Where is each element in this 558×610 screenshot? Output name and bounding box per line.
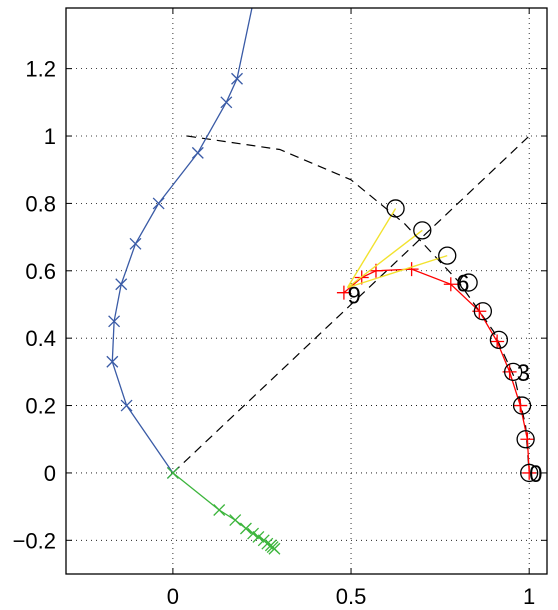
- green-trajectory-point: [268, 542, 281, 555]
- blue-trajectory-point: [106, 355, 119, 368]
- blue-trajectory-point: [108, 315, 121, 328]
- data-layer: 0 3 6 9: [106, 8, 543, 555]
- red-trajectory-point: [336, 285, 351, 300]
- dashed-arc-curve: [187, 135, 530, 473]
- x-axis-ticks: 0 0.5 1: [167, 8, 535, 609]
- point-annotation-label: 3: [517, 360, 530, 387]
- green-trajectory-point: [252, 530, 265, 543]
- y-tick-label: 0.8: [25, 191, 56, 216]
- green-trajectory-point: [261, 537, 274, 550]
- red-trajectory-line: [343, 268, 530, 473]
- blue-trajectory-point: [191, 146, 204, 159]
- blue-trajectory-point: [220, 96, 233, 109]
- circle-marker: [520, 463, 539, 483]
- yellow-connector-line: [347, 229, 423, 289]
- point-annotation-label: 0: [529, 461, 542, 488]
- blue-trajectory-point: [231, 72, 243, 85]
- circle-marker: [473, 302, 493, 321]
- circle-marker: [489, 330, 509, 350]
- x-tick-label: 0: [167, 584, 179, 609]
- y-tick-label: 0: [44, 461, 56, 486]
- circle-marker: [459, 273, 478, 292]
- circle-marker: [386, 199, 405, 218]
- y-tick-label: 0.6: [25, 259, 56, 284]
- blue-trajectory-line: [111, 8, 253, 474]
- green-trajectory-point: [229, 514, 242, 527]
- point-annotation-label: 9: [347, 282, 360, 309]
- circle-marker: [512, 396, 532, 415]
- x-tick-label: 0.5: [336, 584, 367, 609]
- red-trajectory-point: [443, 277, 458, 292]
- grid-lines: [66, 8, 547, 574]
- red-trajectory-point: [490, 334, 505, 349]
- point-annotation-label: 6: [456, 271, 469, 298]
- yellow-connector-line: [347, 254, 448, 289]
- red-trajectory-point: [520, 432, 535, 447]
- y-tick-label: 0.4: [25, 326, 56, 351]
- circle-marker: [504, 362, 523, 382]
- y-tick-label: 1: [44, 124, 56, 149]
- yellow-connector-line: [346, 208, 397, 288]
- plot-frame: [65, 7, 548, 575]
- diagonal-dashed-line: [172, 135, 530, 474]
- y-tick-label: −0.2: [13, 528, 56, 553]
- green-trajectory-point: [247, 527, 260, 540]
- green-trajectory-point: [239, 522, 252, 535]
- blue-trajectory-point: [120, 399, 133, 412]
- y-axis-ticks: −0.2 0 0.2 0.4 0.6 0.8 1 1.2: [13, 57, 547, 553]
- blue-trajectory-point: [152, 197, 165, 210]
- circle-marker: [413, 221, 432, 240]
- y-tick-label: 0.2: [25, 394, 56, 419]
- blue-trajectory-point: [115, 278, 128, 291]
- red-trajectory-point: [513, 398, 528, 413]
- blue-trajectory-point: [129, 237, 142, 250]
- circle-marker: [516, 430, 535, 449]
- green-trajectory-point: [213, 504, 226, 516]
- y-tick-label: 1.2: [25, 57, 56, 82]
- red-trajectory-point: [522, 465, 537, 480]
- green-trajectory-point: [166, 466, 179, 479]
- circle-marker: [438, 246, 457, 265]
- x-tick-label: 1: [523, 584, 535, 609]
